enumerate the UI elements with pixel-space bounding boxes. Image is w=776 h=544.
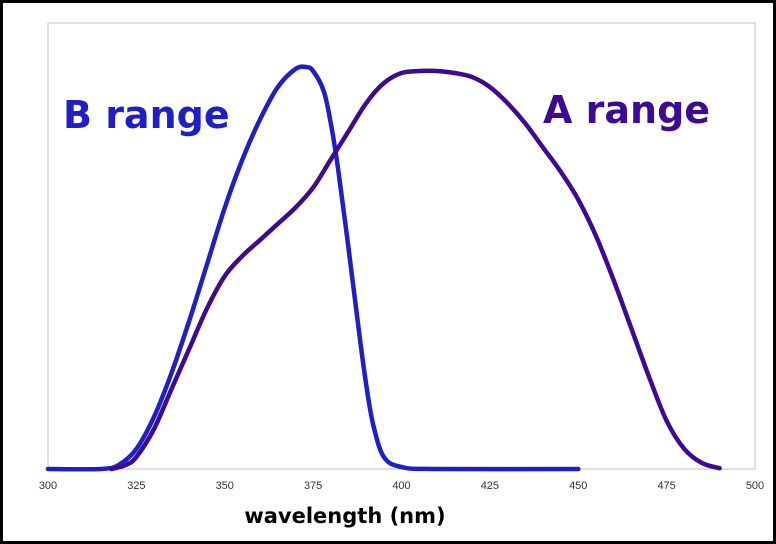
series-line-a-range [109, 68, 722, 472]
x-tick-label: 300 [39, 480, 57, 492]
x-tick-label: 475 [657, 480, 675, 492]
x-tick-label: 350 [216, 480, 234, 492]
spectrum-chart: 300 325 350 375 400 425 450 475 500 B range A ra… [39, 22, 764, 528]
x-axis-title: wavelength (nm) [244, 504, 445, 528]
x-tick-label: 450 [569, 480, 587, 492]
x-axis-ticks: 300 325 350 375 400 425 450 475 500 [39, 480, 764, 492]
x-tick-label: 325 [127, 480, 145, 492]
x-tick-label: 425 [481, 480, 499, 492]
series-label-a-range: A range [543, 88, 710, 132]
series-line-b-range [45, 64, 581, 472]
series-curves [45, 64, 722, 472]
x-tick-label: 500 [746, 480, 764, 492]
series-label-b-range: B range [63, 93, 230, 137]
plot-area [47, 22, 756, 470]
x-tick-label: 400 [392, 480, 410, 492]
x-tick-label: 375 [304, 480, 322, 492]
